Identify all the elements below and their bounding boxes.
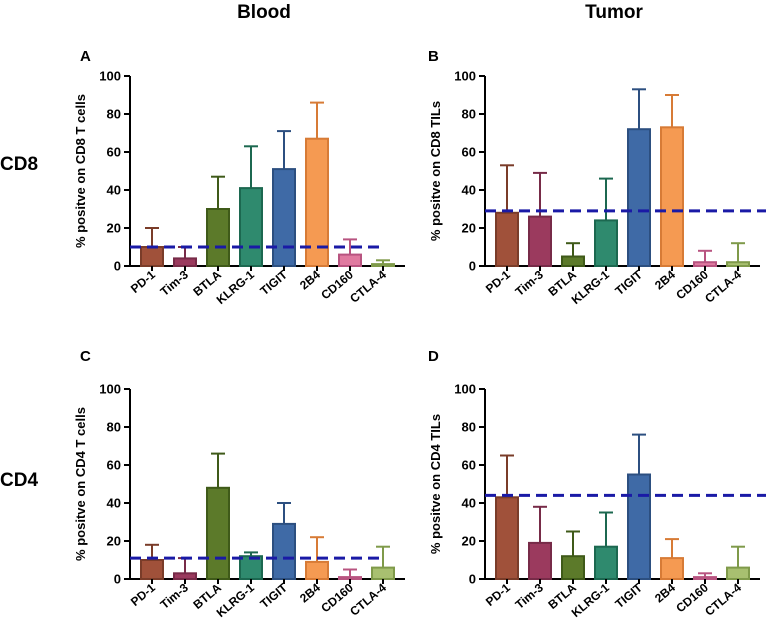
- chart-panel-a: A % positve on CD8 T cells 0 20 40 60 80 100 PD-…: [73, 48, 405, 307]
- bar-tigit: [272, 522, 296, 581]
- bar-klrg-1: [239, 555, 263, 581]
- chart-panel-b: B % positve on CD8 TILs 0 20 40 60 80 100 PD-1 Ti…: [428, 48, 766, 307]
- bar-cd160: [693, 261, 717, 268]
- bar-tigit: [627, 128, 651, 267]
- bar-tim-3: [173, 257, 197, 267]
- y-tick-label: 20: [462, 221, 476, 236]
- y-tick-label: 60: [107, 145, 121, 160]
- bar-pd-1: [495, 211, 519, 268]
- y-tick-label: 0: [114, 572, 121, 587]
- x-tick-label: CTLA-4: [702, 267, 744, 305]
- row-label-cd8: CD8: [0, 154, 38, 175]
- y-axis-label: % positve on CD8 T cells: [73, 94, 88, 248]
- x-tick-label: 2B4: [652, 580, 678, 605]
- x-tick-label: CTLA-4: [347, 267, 389, 305]
- y-tick-label: 20: [462, 534, 476, 549]
- y-axis-label: % positve on CD4 TILs: [428, 414, 443, 554]
- bar-btla: [206, 208, 230, 267]
- y-tick-label: 80: [107, 420, 121, 435]
- y-tick-label: 80: [107, 107, 121, 122]
- y-tick-label: 60: [462, 145, 476, 160]
- x-tick-label: PD-1: [128, 267, 158, 296]
- panel-letter: C: [80, 348, 91, 365]
- chart-panel-d: D % positve on CD4 TILs 0 20 40 60 80 100 PD-1 Ti…: [428, 348, 766, 620]
- bar-klrg-1: [239, 187, 263, 268]
- x-tick-label: TIGIT: [257, 580, 290, 611]
- panel-letter: A: [80, 48, 91, 65]
- bar-cd160: [338, 576, 362, 580]
- y-tick-label: 40: [462, 183, 476, 198]
- bar-2b4: [660, 557, 684, 580]
- x-tick-label: Tim-3: [158, 267, 192, 298]
- y-axis-label: % positve on CD8 TILs: [428, 101, 443, 241]
- y-tick-label: 100: [99, 382, 121, 397]
- y-tick-label: 60: [107, 458, 121, 473]
- y-tick-label: 100: [454, 382, 476, 397]
- chart-panel-c: C % positve on CD4 T cells 0 20 40 60 80 100 PD-…: [73, 348, 405, 620]
- x-tick-label: Tim-3: [513, 580, 547, 611]
- bar-btla: [206, 486, 230, 580]
- x-tick-label: 2B4: [297, 267, 323, 292]
- x-tick-label: KLRG-1: [214, 267, 257, 307]
- x-tick-label: TIGIT: [612, 580, 645, 611]
- y-tick-label: 40: [107, 496, 121, 511]
- x-tick-label: Tim-3: [158, 580, 192, 611]
- x-tick-label: Tim-3: [513, 267, 547, 298]
- y-axis-label: % positve on CD4 T cells: [73, 407, 88, 561]
- bar-cd160: [338, 253, 362, 268]
- y-tick-label: 0: [114, 259, 121, 274]
- bar-btla: [561, 555, 585, 581]
- x-tick-label: CTLA-4: [347, 580, 389, 618]
- panels: A % positve on CD8 T cells 0 20 40 60 80 100 PD-…: [73, 48, 766, 620]
- bar-ctla-4: [371, 263, 395, 268]
- x-tick-label: TIGIT: [612, 267, 645, 298]
- y-tick-label: 80: [462, 107, 476, 122]
- x-tick-label: 2B4: [652, 267, 678, 292]
- y-tick-label: 20: [107, 534, 121, 549]
- y-tick-label: 40: [462, 496, 476, 511]
- y-tick-label: 0: [469, 259, 476, 274]
- bar-cd160: [693, 576, 717, 580]
- column-title-blood: Blood: [237, 2, 291, 23]
- x-tick-label: PD-1: [483, 580, 513, 609]
- bar-pd-1: [140, 246, 164, 267]
- bar-tim-3: [173, 572, 197, 580]
- bar-2b4: [305, 560, 329, 581]
- bar-pd-1: [140, 559, 164, 580]
- bar-tim-3: [528, 541, 552, 581]
- row-label-cd4: CD4: [0, 470, 38, 491]
- bar-klrg-1: [594, 219, 618, 267]
- bar-ctla-4: [726, 261, 750, 268]
- x-tick-label: KLRG-1: [214, 580, 257, 620]
- bar-ctla-4: [726, 566, 750, 580]
- y-tick-label: 80: [462, 420, 476, 435]
- bar-2b4: [660, 126, 684, 267]
- x-tick-label: TIGIT: [257, 267, 290, 298]
- x-tick-label: PD-1: [483, 267, 513, 296]
- bar-klrg-1: [594, 545, 618, 581]
- panel-letter: D: [428, 348, 439, 365]
- y-tick-label: 0: [469, 572, 476, 587]
- column-title-tumor: Tumor: [585, 2, 643, 23]
- bar-tim-3: [528, 215, 552, 268]
- y-tick-label: 100: [454, 69, 476, 84]
- x-tick-label: CTLA-4: [702, 580, 744, 618]
- bar-tigit: [272, 168, 296, 268]
- bar-btla: [561, 255, 585, 267]
- bar-tigit: [627, 473, 651, 580]
- y-tick-label: 40: [107, 183, 121, 198]
- y-tick-label: 60: [462, 458, 476, 473]
- x-tick-label: KLRG-1: [569, 580, 612, 620]
- bar-ctla-4: [371, 566, 395, 580]
- x-tick-label: PD-1: [128, 580, 158, 609]
- y-tick-label: 20: [107, 221, 121, 236]
- x-tick-label: 2B4: [297, 580, 323, 605]
- bar-pd-1: [495, 496, 519, 580]
- panel-letter: B: [428, 48, 439, 65]
- x-tick-label: KLRG-1: [569, 267, 612, 307]
- y-tick-label: 100: [99, 69, 121, 84]
